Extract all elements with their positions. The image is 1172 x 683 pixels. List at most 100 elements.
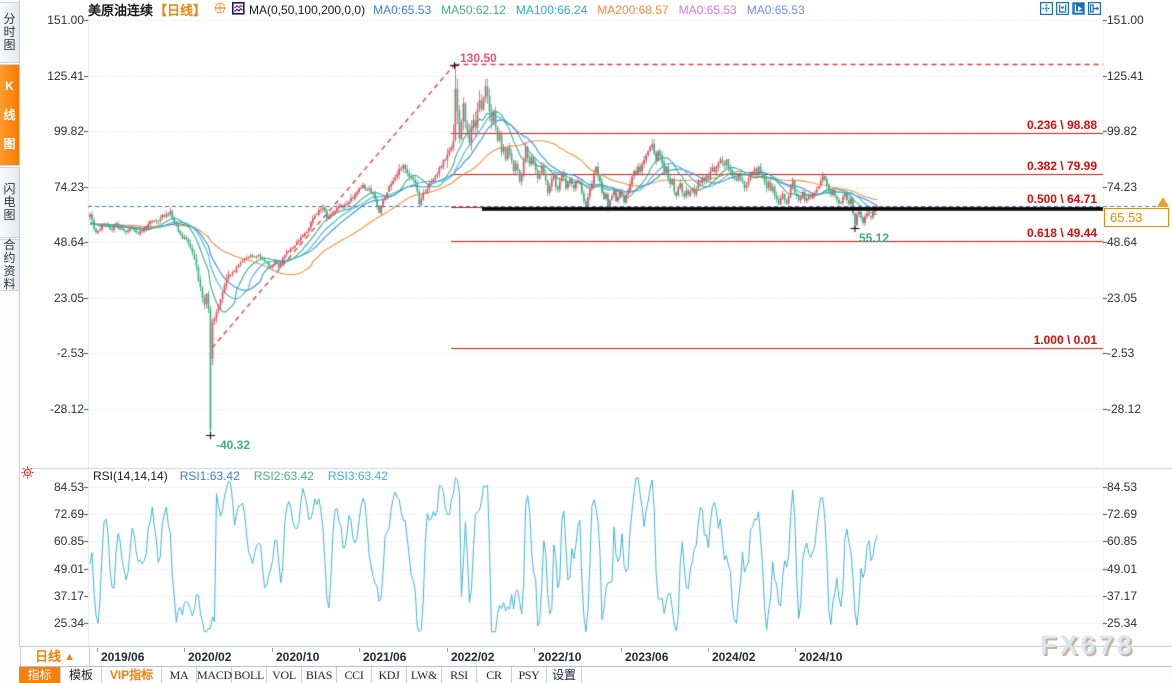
period-badge: 【日线】 — [154, 3, 207, 18]
exit-right-icon[interactable] — [1088, 2, 1102, 16]
price-up-arrow-icon — [1157, 197, 1169, 207]
fib-level-label: 0.382 \ 79.99 — [1026, 159, 1097, 174]
time-axis-row: 日线 ▲ 2019/06 2020/02 2020/10 2021/06 2022/02… — [19, 646, 1172, 667]
chart-header: 美原油连续 【日线】 MA(0,50,100,200,0,0) MA0:65.5… — [88, 1, 815, 18]
rsi-axis-label-left: 60.85 — [53, 534, 84, 549]
rsi-legend-item-2: RSI2:63.42 — [253, 469, 314, 483]
time-axis-label: 2022/10 — [538, 650, 582, 664]
price-axis-label-left: 125.41 — [47, 68, 84, 83]
swing-low-label: 55.12 — [859, 231, 890, 246]
rsi-axis-label-left: 25.34 — [53, 615, 84, 630]
period-selector-label: 日线 — [35, 649, 62, 664]
chart-tool-buttons — [1040, 2, 1102, 16]
indicator-button-cr[interactable]: CR — [477, 667, 512, 683]
rsi-axis-label-right: 37.17 — [1107, 588, 1138, 603]
tab-vip-indicator[interactable]: VIP指标 — [102, 667, 162, 683]
tab-settings[interactable]: 设置 — [547, 667, 582, 683]
time-axis-tick — [447, 648, 448, 652]
time-axis-tick — [621, 648, 622, 652]
rsi-axis-label-left: 49.01 — [53, 561, 84, 576]
ma-legend-item-3: MA100:66.24 — [515, 2, 588, 17]
rsi-axis-label-right: 72.69 — [1107, 507, 1138, 522]
price-axis-label-left: -28.12 — [49, 401, 84, 416]
time-axis-label: 2024/02 — [712, 650, 756, 664]
rsi-legend-item-1: RSI1:63.42 — [179, 469, 240, 483]
rsi-axis-label-right: 25.34 — [1107, 615, 1138, 630]
indicator-button-ma[interactable]: MA — [162, 667, 197, 683]
rsi-pane-header: RSI(14,14,14) RSI1:63.42 RSI2:63.42 RSI3:6… — [93, 469, 402, 483]
fit-vertical-icon[interactable] — [1072, 2, 1085, 15]
fib-level-label: 0.236 \ 98.88 — [1026, 118, 1097, 133]
globe-icon[interactable] — [214, 2, 226, 17]
ma-legend-item-4: MA200:68.57 — [597, 2, 669, 17]
rsi-axis-label-right: 84.53 — [1107, 480, 1138, 494]
time-axis-tick — [184, 648, 185, 652]
dropdown-arrow-icon: ▲ — [61, 651, 75, 663]
ma-legend-item-1: MA0:65.53 — [373, 2, 432, 17]
price-axis-label-right: 48.64 — [1107, 235, 1138, 250]
sidebar-tab-4[interactable]: 合约资料 — [0, 239, 19, 291]
price-axis-label-right: 125.41 — [1107, 68, 1144, 83]
time-axis-tick — [795, 648, 796, 652]
fit-horizontal-icon[interactable] — [1056, 2, 1070, 16]
price-axis-label-right: 151.00 — [1107, 13, 1144, 27]
time-axis-tick — [708, 648, 709, 652]
time-axis-label: 2021/06 — [363, 650, 407, 664]
indicator-settings-icon[interactable] — [21, 466, 34, 484]
time-axis-label: 2024/10 — [799, 650, 843, 664]
price-axis-label-left: 99.82 — [53, 124, 84, 139]
indicator-cells: MA MACD BOLL VOL BIAS CCI KDJ LW& RSI CR PSY — [162, 667, 547, 683]
indicator-button-psy[interactable]: PSY — [512, 667, 547, 683]
time-axis-label: 2019/06 — [101, 650, 145, 664]
fib-level-label: 1.000 \ 0.01 — [1033, 332, 1097, 347]
time-axis-label: 2020/10 — [276, 650, 320, 664]
indicator-button-bias[interactable]: BIAS — [302, 667, 337, 683]
indicator-button-rsi[interactable]: RSI — [442, 667, 477, 683]
indicator-button-lw[interactable]: LW& — [407, 667, 442, 683]
price-axis-label-right: -28.12 — [1107, 401, 1142, 416]
move-crosshair-icon[interactable] — [1040, 2, 1054, 16]
indicator-button-cci[interactable]: CCI — [337, 667, 372, 683]
tab-indicator[interactable]: 指标 — [19, 667, 61, 683]
price-axis-label-right: 23.05 — [1107, 290, 1138, 305]
high-price-label: 130.50 — [460, 50, 497, 65]
tab-template[interactable]: 模板 — [61, 667, 102, 683]
rsi-axis-label-left: 84.53 — [53, 480, 84, 494]
price-axis-label-right: 74.23 — [1107, 179, 1138, 194]
price-axis-label-left: 151.00 — [47, 13, 84, 27]
rsi-axis-label-left: 72.69 — [53, 507, 84, 522]
ma-formula: MA(0,50,100,200,0,0) — [249, 2, 366, 17]
rsi-axis-label-right: 49.01 — [1107, 561, 1138, 576]
period-selector-button[interactable]: 日线 ▲ — [20, 647, 90, 667]
price-axis-label-left: -2.53 — [56, 346, 84, 361]
indicator-button-vol[interactable]: VOL — [267, 667, 302, 683]
indicator-button-macd[interactable]: MACD — [197, 667, 232, 683]
symbol-name: 美原油连续 — [88, 3, 154, 18]
current-price-box: 65.53 — [1104, 208, 1169, 227]
price-axis-label-left: 48.64 — [53, 235, 84, 250]
price-axis-label-right: -2.53 — [1107, 346, 1135, 361]
rsi-title: RSI(14,14,14) — [93, 469, 168, 483]
ma-legend-item-6: MA0:65.53 — [746, 2, 805, 17]
price-axis-label-right: 99.82 — [1107, 124, 1138, 139]
rsi-axis-label-right: 60.85 — [1107, 534, 1138, 549]
time-axis-label: 2022/02 — [451, 650, 495, 664]
time-axis-label: 2023/06 — [625, 650, 669, 664]
sidebar-tab-3[interactable]: 闪电图 — [0, 167, 19, 238]
ma-legend-item-2: MA50:62.12 — [441, 2, 506, 17]
price-axis-label-left: 23.05 — [53, 290, 84, 305]
ma-legend: MA0:65.53 MA50:62.12 MA100:66.24 MA200:68.5… — [373, 3, 815, 17]
fib-level-label: 0.618 \ 49.44 — [1026, 225, 1097, 240]
time-axis-tick — [359, 648, 360, 652]
low-price-label: -40.32 — [216, 438, 251, 453]
sidebar-tab-1[interactable]: 分时图 — [0, 2, 19, 63]
rsi-legend-item-3: RSI3:63.42 — [327, 469, 388, 483]
indicator-button-boll[interactable]: BOLL — [232, 667, 267, 683]
indicator-button-kdj[interactable]: KDJ — [372, 667, 407, 683]
price-axis-label-left: 74.23 — [53, 179, 84, 194]
line-chart-icon[interactable] — [232, 1, 245, 18]
